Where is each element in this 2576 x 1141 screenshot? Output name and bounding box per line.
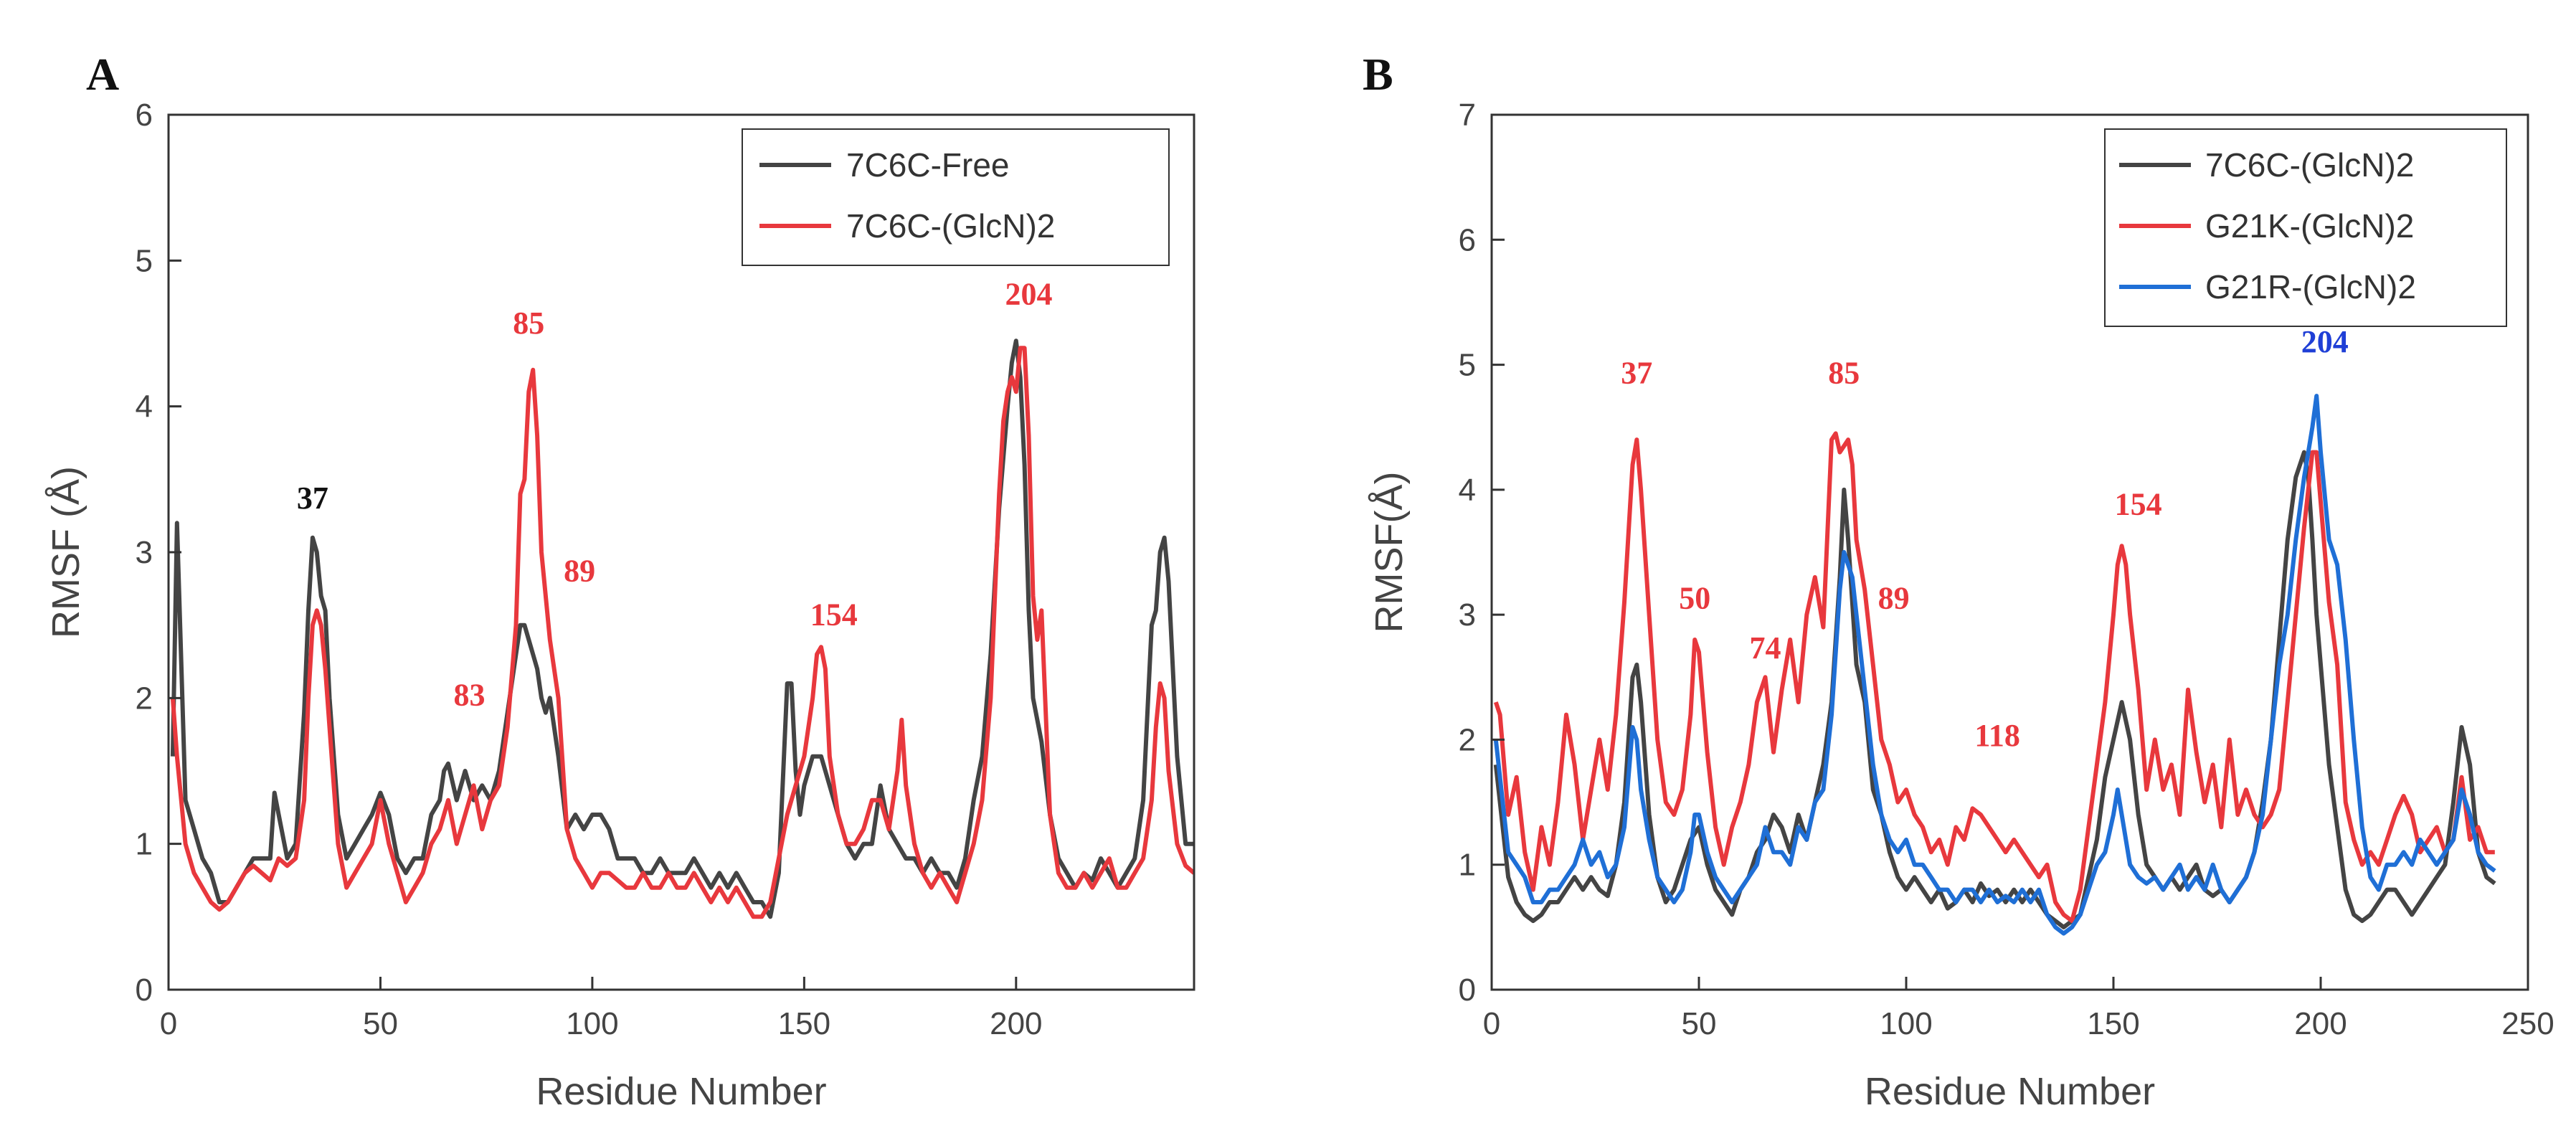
- annotation-label: 204: [2301, 324, 2349, 359]
- x-tick-label: 150: [2087, 1006, 2139, 1041]
- series-line-2: [1493, 431, 2495, 924]
- y-axis-label: RMSF(Å): [1368, 472, 1411, 633]
- x-tick-label: 0: [160, 1006, 177, 1041]
- y-tick-label: 7: [1459, 98, 1476, 133]
- legend-box: [742, 128, 1170, 266]
- annotation-label: 85: [513, 306, 544, 341]
- panel-b: B 0 1 2 3 4 5 6 7 0 50 100 150 200 250 Residue Number RM…: [1363, 49, 2554, 1113]
- y-tick-label: 1: [136, 827, 153, 862]
- y-tick-label: 4: [136, 389, 153, 425]
- series-line-3: [1493, 394, 2496, 936]
- annotation-label: 85: [1828, 356, 1860, 391]
- series-line-2: [170, 346, 1194, 919]
- annotation-label: 50: [1679, 580, 1710, 615]
- annotation-label: 74: [1749, 630, 1781, 666]
- y-tick-label: 5: [1459, 348, 1476, 383]
- series-line-1: [170, 338, 1194, 919]
- legend-label: G21R-(GlcN)2: [2205, 268, 2416, 306]
- y-tick-label: 3: [136, 535, 153, 570]
- y-tick-label: 0: [1459, 972, 1476, 1008]
- annotation-label: 37: [297, 480, 328, 516]
- legend-label: G21K-(GlcN)2: [2205, 207, 2414, 245]
- x-tick-label: 50: [1682, 1006, 1717, 1041]
- x-tick-label: 100: [566, 1006, 618, 1041]
- legend-label: 7C6C-(GlcN)2: [846, 207, 1055, 245]
- legend-label: 7C6C-(GlcN)2: [2205, 146, 2414, 184]
- plot-frame: [1490, 113, 2529, 991]
- x-tick-label: 200: [2294, 1006, 2347, 1041]
- y-tick-label: 3: [1459, 597, 1476, 633]
- x-axis-label: Residue Number: [1865, 1070, 2155, 1113]
- x-tick-label: 200: [990, 1006, 1042, 1041]
- x-tick-label: 150: [778, 1006, 830, 1041]
- annotation-label: 83: [454, 678, 486, 713]
- panel-a: A 0 1 2 3 4 5 6 0 50 100 150 200 Residue Number RMSF (…: [44, 49, 1195, 1113]
- x-tick-label: 250: [2501, 1006, 2554, 1041]
- annotation-label: 37: [1621, 356, 1652, 391]
- x-tick-label: 100: [1880, 1006, 1932, 1041]
- y-tick-label: 6: [136, 98, 153, 133]
- annotation-label: 118: [1974, 718, 2020, 753]
- annotation-label: 154: [810, 597, 858, 633]
- y-tick-label: 6: [1459, 222, 1476, 257]
- y-tick-label: 2: [136, 681, 153, 716]
- panel-letter: B: [1363, 49, 1393, 100]
- y-tick-label: 4: [1459, 473, 1476, 508]
- x-tick-label: 50: [363, 1006, 398, 1041]
- y-tick-label: 1: [1459, 848, 1476, 883]
- legend-label: 7C6C-Free: [846, 146, 1010, 184]
- x-tick-label: 0: [1483, 1006, 1500, 1041]
- annotation-label: 89: [564, 554, 595, 589]
- x-axis-label: Residue Number: [536, 1070, 826, 1113]
- y-axis-label: RMSF (Å): [44, 466, 87, 638]
- panel-letter: A: [86, 49, 119, 100]
- y-tick-label: 2: [1459, 722, 1476, 757]
- annotation-label: 154: [2115, 487, 2162, 522]
- series-line-1: [1493, 450, 2496, 929]
- y-tick-label: 0: [136, 972, 153, 1008]
- annotation-label: 89: [1878, 580, 1910, 615]
- y-tick-label: 5: [136, 243, 153, 278]
- annotation-label: 204: [1005, 276, 1053, 311]
